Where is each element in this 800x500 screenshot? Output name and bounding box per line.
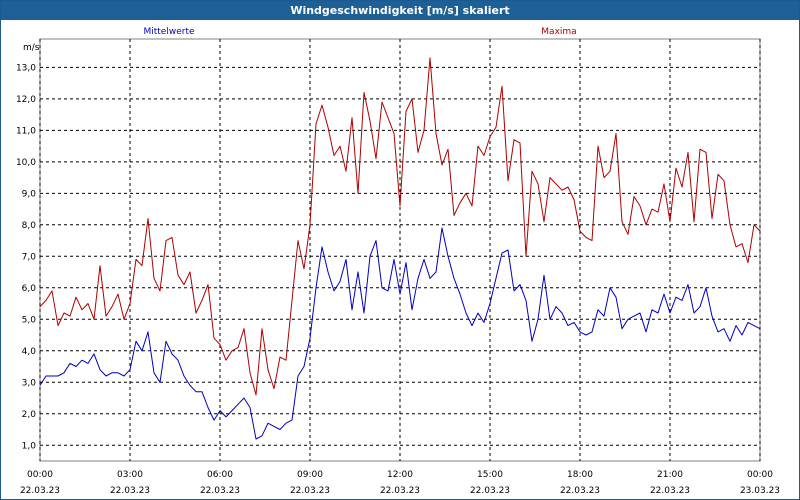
- y-axis-unit-label: m/s: [23, 43, 40, 53]
- x-tick-label-time: 09:00: [297, 470, 323, 480]
- y-tick-label: 7,0: [22, 252, 37, 262]
- y-tick-label: 4,0: [22, 347, 37, 357]
- x-tick-label-time: 00:00: [747, 470, 773, 480]
- y-tick-label: 8,0: [22, 221, 37, 231]
- x-tick-label-date: 22.03.23: [650, 486, 690, 496]
- x-tick-label-date: 22.03.23: [380, 486, 420, 496]
- x-tick-label-date: 22.03.23: [560, 486, 600, 496]
- y-tick-label: 2,0: [22, 410, 37, 420]
- x-tick-label-time: 15:00: [477, 470, 503, 480]
- y-tick-label: 6,0: [22, 284, 37, 294]
- y-tick-label: 10,0: [16, 158, 36, 168]
- x-tick-label-time: 18:00: [567, 470, 593, 480]
- y-tick-label: 12,0: [16, 95, 36, 105]
- y-tick-label: 11,0: [16, 126, 36, 136]
- x-tick-label-date: 22.03.23: [470, 486, 510, 496]
- window-title: Windgeschwindigkeit [m/s] skaliert: [1, 1, 799, 20]
- x-tick-label-time: 03:00: [117, 470, 143, 480]
- x-tick-label-date: 23.03.23: [740, 486, 780, 496]
- x-tick-label-time: 06:00: [207, 470, 233, 480]
- legend-label-maxima: Maxima: [541, 27, 576, 37]
- y-tick-label: 3,0: [22, 378, 37, 388]
- series-line-maxima: [39, 57, 761, 396]
- y-tick-label: 13,0: [16, 63, 36, 73]
- legend-label-mittelwerte: Mittelwerte: [143, 27, 194, 37]
- x-tick-label-date: 22.03.23: [20, 486, 60, 496]
- x-tick-label-time: 00:00: [27, 470, 53, 480]
- x-tick-label-date: 22.03.23: [290, 486, 330, 496]
- x-tick-label-time: 21:00: [657, 470, 683, 480]
- x-tick-label-date: 22.03.23: [110, 486, 150, 496]
- y-tick-label: 9,0: [22, 189, 37, 199]
- series-line-mittelwerte: [39, 227, 761, 440]
- x-tick-label-time: 12:00: [387, 470, 413, 480]
- y-tick-label: 1,0: [22, 441, 37, 451]
- x-tick-label-date: 22.03.23: [200, 486, 240, 496]
- y-tick-label: 5,0: [22, 315, 37, 325]
